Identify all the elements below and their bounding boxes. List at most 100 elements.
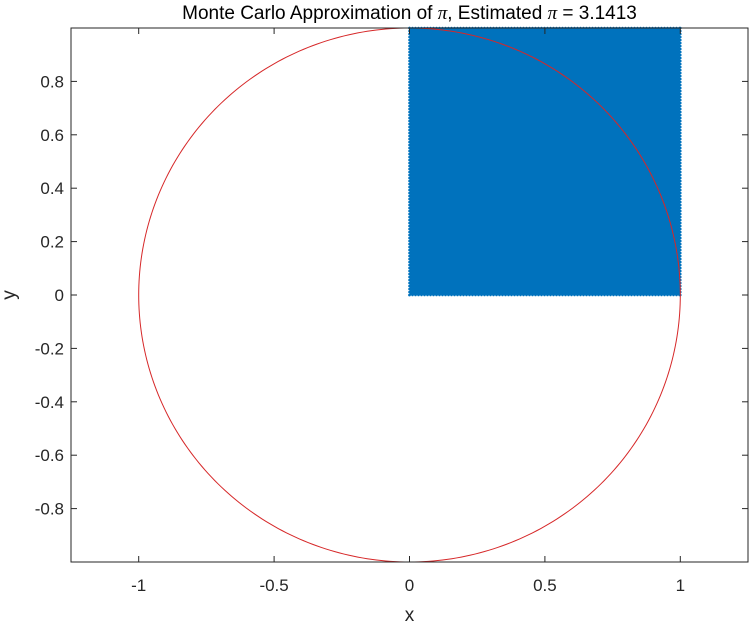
scatter-point <box>679 185 682 189</box>
scatter-point <box>679 146 682 150</box>
scatter-point <box>679 74 682 78</box>
scatter-point <box>408 182 411 186</box>
scatter-point <box>408 197 411 201</box>
scatter-point <box>679 260 682 264</box>
scatter-point <box>679 50 682 54</box>
y-tick-label: -0.8 <box>35 500 64 519</box>
scatter-point <box>669 293 672 297</box>
x-tick-label: -1 <box>131 576 146 595</box>
scatter-point <box>679 248 682 252</box>
scatter-point <box>679 194 682 198</box>
scatter-point <box>408 101 411 105</box>
scatter-point <box>679 86 682 90</box>
scatter-point <box>486 293 489 297</box>
scatter-point <box>679 104 682 108</box>
scatter-point <box>621 293 624 297</box>
scatter-point <box>408 140 411 144</box>
scatter-point <box>408 122 411 126</box>
scatter-point <box>582 293 585 297</box>
scatter-point <box>679 89 682 93</box>
scatter-point <box>423 293 426 297</box>
scatter-point <box>679 137 682 141</box>
scatter-point <box>528 293 531 297</box>
scatter-point <box>408 290 411 294</box>
scatter-point <box>408 41 411 45</box>
scatter-point <box>603 293 606 297</box>
scatter-point <box>408 173 411 177</box>
scatter-point <box>411 293 414 297</box>
scatter-point <box>642 293 645 297</box>
scatter-point <box>408 284 411 288</box>
scatter-point <box>679 218 682 222</box>
scatter-point <box>679 233 682 237</box>
scatter-point <box>408 80 411 84</box>
scatter-point <box>679 35 682 39</box>
scatter-point <box>408 53 411 57</box>
scatter-point <box>408 209 411 213</box>
y-tick-label: 0.2 <box>40 233 64 252</box>
scatter-point <box>679 242 682 246</box>
scatter-point <box>679 53 682 57</box>
scatter-point <box>540 293 543 297</box>
scatter-point <box>679 245 682 249</box>
scatter-point <box>408 194 411 198</box>
scatter-point <box>679 80 682 84</box>
y-tick-label: -0.2 <box>35 339 64 358</box>
scatter-point <box>408 164 411 168</box>
scatter-point <box>408 266 411 270</box>
scatter-point <box>408 104 411 108</box>
scatter-point <box>609 293 612 297</box>
scatter-point <box>408 77 411 81</box>
scatter-point <box>651 293 654 297</box>
scatter-point <box>648 293 651 297</box>
scatter-point <box>408 245 411 249</box>
scatter-point <box>679 122 682 126</box>
scatter-point <box>408 38 411 42</box>
scatter-point <box>679 155 682 159</box>
scatter-point <box>597 293 600 297</box>
scatter-point <box>477 293 480 297</box>
scatter-point <box>414 293 417 297</box>
scatter-point <box>408 137 411 141</box>
scatter-point <box>612 293 615 297</box>
scatter-point <box>679 254 682 258</box>
scatter-point <box>408 167 411 171</box>
scatter-point <box>435 293 438 297</box>
scatter-point <box>679 176 682 180</box>
scatter-point <box>657 293 660 297</box>
scatter-point <box>507 293 510 297</box>
scatter-point <box>408 263 411 267</box>
x-tick-label: -0.5 <box>259 576 288 595</box>
scatter-point <box>531 293 534 297</box>
scatter-point <box>408 74 411 78</box>
scatter-point <box>679 77 682 81</box>
scatter-point <box>492 293 495 297</box>
scatter-point <box>588 293 591 297</box>
scatter-point <box>480 293 483 297</box>
scatter-point <box>679 44 682 48</box>
scatter-point <box>408 131 411 135</box>
scatter-point <box>679 206 682 210</box>
y-tick-label: 0.4 <box>40 179 64 198</box>
scatter-point <box>408 83 411 87</box>
x-axis-label: x <box>405 605 415 625</box>
scatter-point <box>408 119 411 123</box>
scatter-point <box>660 293 663 297</box>
scatter-point <box>408 191 411 195</box>
scatter-point <box>456 293 459 297</box>
scatter-point <box>408 92 411 96</box>
scatter-point <box>408 143 411 147</box>
scatter-point <box>408 272 411 276</box>
scatter-point <box>633 293 636 297</box>
scatter-point <box>679 101 682 105</box>
scatter-point <box>408 188 411 192</box>
scatter-point <box>408 176 411 180</box>
scatter-point <box>408 56 411 60</box>
scatter-point <box>408 260 411 264</box>
scatter-point <box>679 56 682 60</box>
scatter-point <box>564 293 567 297</box>
scatter-point <box>408 59 411 63</box>
scatter-point <box>429 293 432 297</box>
scatter-point <box>450 293 453 297</box>
